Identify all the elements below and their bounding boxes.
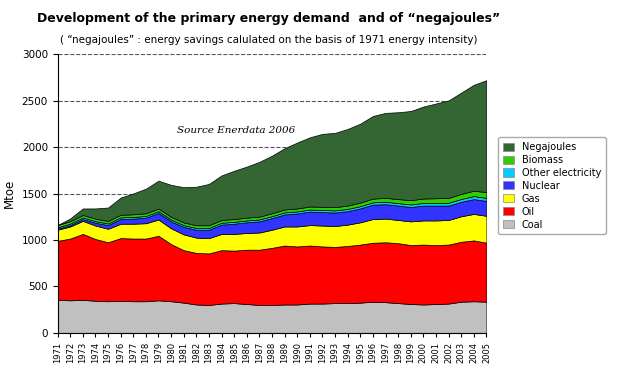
Text: ( “negajoules” : energy savings calulated on the basis of 1971 energy intensity): ( “negajoules” : energy savings calulate… xyxy=(60,35,477,45)
Y-axis label: Mtoe: Mtoe xyxy=(3,179,16,208)
Legend: Negajoules, Biomass, Other electricity, Nuclear, Gas, Oil, Coal: Negajoules, Biomass, Other electricity, … xyxy=(498,137,606,235)
Text: Development of the primary energy demand  and of “negajoules”: Development of the primary energy demand… xyxy=(37,12,500,25)
Text: Source Enerdata 2006: Source Enerdata 2006 xyxy=(177,126,296,135)
